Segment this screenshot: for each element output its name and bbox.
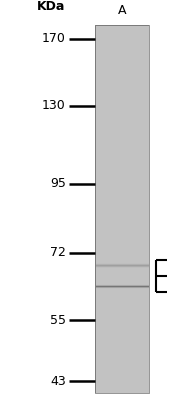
Text: A: A [117, 4, 126, 17]
Text: 72: 72 [50, 246, 66, 260]
Text: 55: 55 [50, 314, 66, 326]
Text: 130: 130 [42, 99, 66, 112]
Text: 170: 170 [42, 32, 66, 46]
Text: 95: 95 [50, 178, 66, 190]
Text: 43: 43 [50, 375, 66, 388]
Bar [95, 25, 149, 393]
Bar [95, 25, 149, 393]
Text: KDa: KDa [37, 0, 66, 13]
